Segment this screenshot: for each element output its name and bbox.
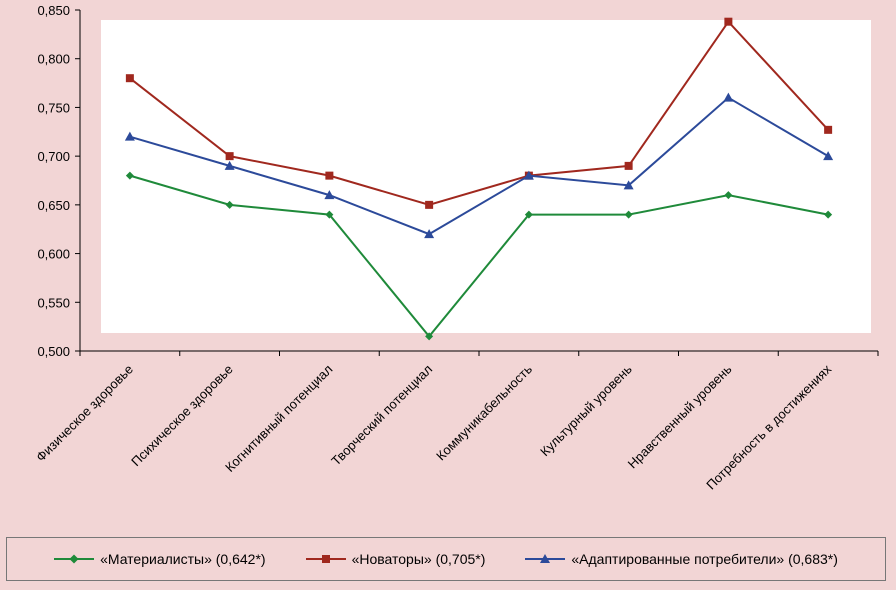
y-tick-label: 0,850 [37, 3, 70, 18]
y-tick-label: 0,650 [37, 198, 70, 213]
series-point-2 [523, 170, 534, 180]
series-point-0 [125, 171, 134, 180]
x-tick-label: Культурный уровень [537, 361, 635, 459]
y-tick-label: 0,500 [37, 344, 70, 359]
x-tick-label: Творческий потенциал [328, 362, 435, 469]
x-tick-label: Физическое здоровье [33, 362, 136, 465]
legend-swatch [54, 554, 95, 564]
series-point-2 [224, 160, 235, 170]
series-point-2 [723, 92, 734, 102]
y-tick-labels: 0,500 0,550 0,600 0,650 0,700 0,750 0,800 0,850 [37, 3, 80, 359]
y-tick-label: 0,600 [37, 247, 70, 262]
series-point-1 [624, 161, 633, 170]
legend-item: «Новаторы» (0,705*) [305, 551, 486, 567]
series-point-1 [724, 17, 733, 26]
series-point-1 [824, 125, 833, 134]
legend-label: «Материалисты» (0,642*) [100, 551, 266, 567]
series-point-2 [124, 131, 135, 141]
series-point-1 [125, 74, 134, 83]
series-point-0 [325, 210, 334, 219]
series-point-1 [225, 152, 234, 161]
series-point-1 [425, 200, 434, 209]
series-point-0 [225, 200, 234, 209]
legend-label: «Адаптированные потребители» (0,683*) [571, 551, 838, 567]
x-tick-label: Когнитивный потенциал [222, 362, 335, 475]
series-point-2 [324, 190, 335, 200]
series-point-1 [325, 171, 334, 180]
series-point-0 [524, 210, 533, 219]
series-point-2 [623, 180, 634, 190]
y-tick-label: 0,750 [37, 100, 70, 115]
series-point-2 [823, 151, 834, 161]
legend-item: «Материалисты» (0,642*) [54, 551, 266, 567]
x-tick-label: Коммуникабельность [433, 361, 535, 463]
x-tick-label: Психическое здоровье [128, 362, 236, 470]
legend-swatch [525, 554, 566, 564]
series-point-0 [425, 332, 434, 341]
legend-label: «Новаторы» (0,705*) [351, 551, 486, 567]
legend-item: «Адаптированные потребители» (0,683*) [525, 551, 838, 567]
y-tick-label: 0,550 [37, 295, 70, 310]
y-tick-label: 0,700 [37, 149, 70, 164]
series-point-2 [424, 229, 435, 239]
series-line-0 [129, 174, 829, 338]
series-line-1 [129, 20, 829, 206]
legend-swatch [305, 554, 346, 564]
legend: «Материалисты» (0,642*) «Новаторы» (0,705… [6, 537, 886, 581]
series-point-0 [724, 191, 733, 200]
series-group [124, 17, 834, 341]
series-point-0 [824, 210, 833, 219]
line-chart: 0,500 0,550 0,600 0,650 0,700 0,750 0,800 0,850… [33, 3, 879, 492]
series-line-2 [129, 96, 829, 236]
series-point-0 [624, 210, 633, 219]
plot-area-background [101, 20, 871, 333]
x-tick-label: Нравственный уровень [625, 361, 735, 471]
y-tick-label: 0,800 [37, 52, 70, 67]
